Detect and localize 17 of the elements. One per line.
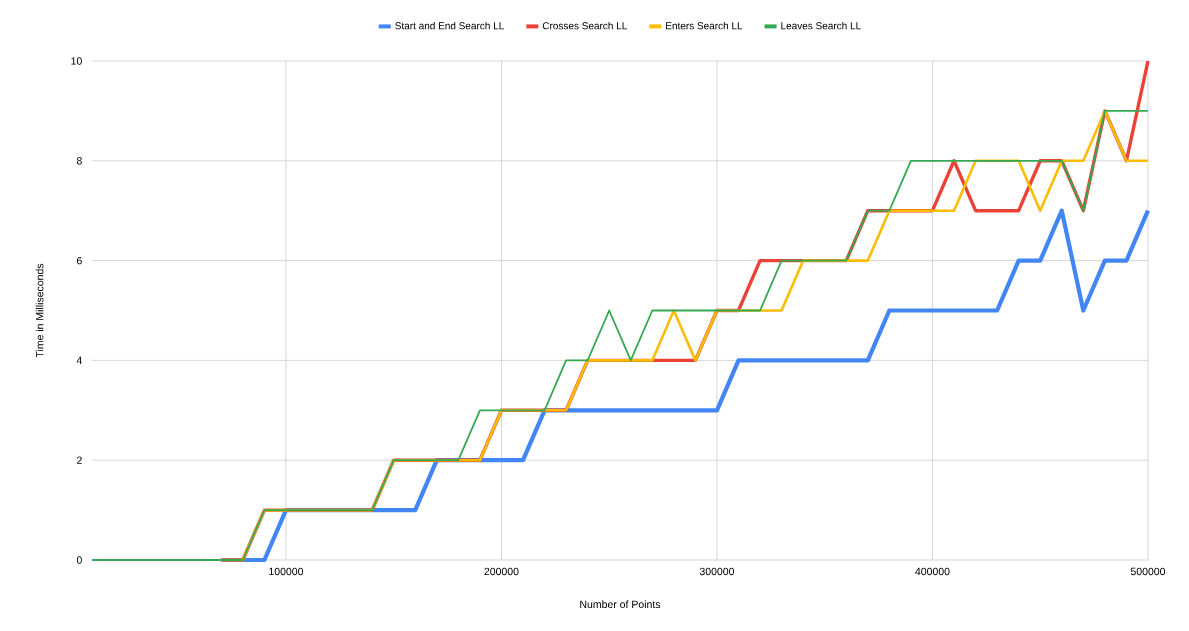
y-tick-label: 2	[76, 456, 82, 464]
legend-label: Enters Search LL	[666, 21, 743, 30]
y-tick-label: 10	[71, 57, 82, 65]
y-tick-label: 6	[76, 256, 82, 265]
y-tick-label: 4	[76, 356, 82, 365]
legend-label: Leaves Search LL	[781, 21, 861, 30]
x-tick-label: 100000	[269, 567, 304, 576]
x-tick-label: 400000	[915, 567, 950, 576]
y-axis-title: Time in Milliseconds	[35, 263, 44, 358]
x-axis-title: Number of Points	[580, 600, 661, 609]
legend-label: Crosses Search LL	[542, 21, 627, 30]
y-tick-label: 8	[76, 157, 82, 165]
x-tick-label: 300000	[699, 567, 735, 576]
legend-label: Start and End Search LL	[395, 21, 504, 30]
x-tick-label: 200000	[484, 567, 519, 576]
x-tick-label: 500000	[1130, 567, 1166, 576]
y-tick-label: 0	[76, 556, 82, 564]
